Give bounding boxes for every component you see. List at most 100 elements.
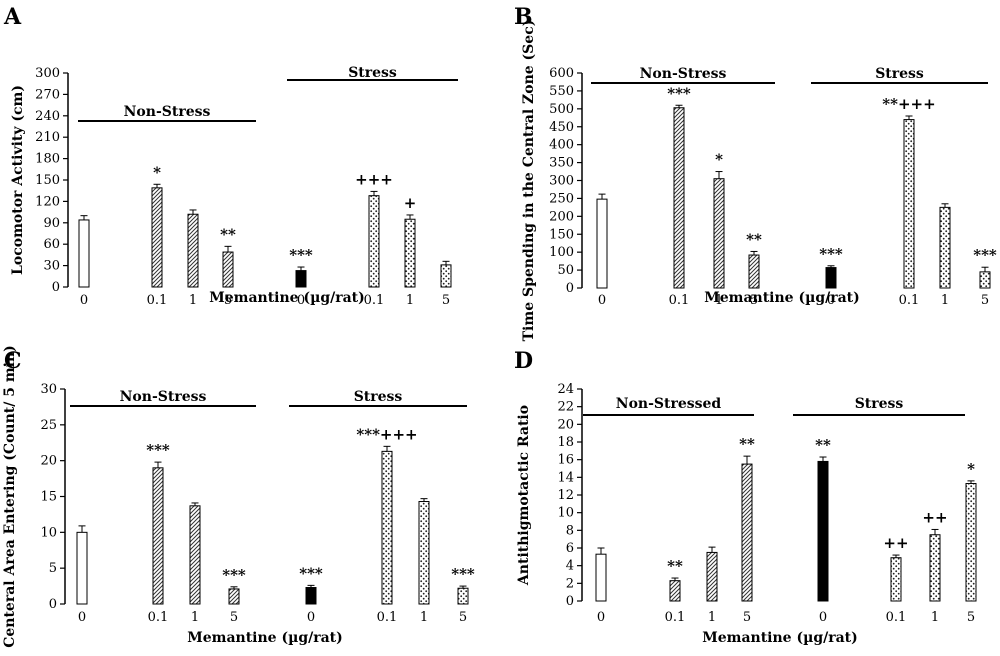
y-tick-label: 10 [40, 525, 57, 540]
x-category-label: 0 [307, 610, 315, 625]
significance-marker: ***+++ [356, 425, 417, 443]
y-tick-label: 20 [40, 454, 57, 469]
x-category-label: 1 [191, 610, 199, 625]
significance-marker: *** [451, 565, 475, 583]
y-tick-label: 550 [549, 84, 574, 99]
group-label: Stress [348, 65, 397, 81]
x-axis-label-C: Memantine (µg/rat) [187, 630, 343, 646]
y-tick-label: 4 [566, 559, 574, 574]
x-category-label: 1 [189, 293, 197, 308]
x-category-label: 1 [420, 610, 428, 625]
bar [457, 587, 469, 605]
x-category-label: 0 [80, 293, 88, 308]
x-category-label: 5 [459, 610, 467, 625]
y-tick-label: 10 [557, 506, 574, 521]
x-category-label: 0 [827, 293, 835, 308]
bar [228, 588, 240, 605]
y-tick-label: 450 [549, 120, 574, 135]
bar [817, 460, 829, 602]
y-tick-label: 100 [549, 245, 574, 260]
y-tick-label: 8 [566, 523, 574, 538]
x-category-label: 5 [224, 293, 232, 308]
x-category-label: 0.1 [886, 610, 907, 625]
x-category-label: 0.1 [147, 293, 168, 308]
significance-marker: ** [220, 225, 236, 243]
y-tick-label: 60 [43, 237, 60, 252]
x-category-label: 0 [597, 610, 605, 625]
y-axis-label-B: Time Spending in the Central Zone (Sec) [521, 20, 537, 342]
group-label: Stress [855, 396, 904, 412]
x-category-label: 1 [406, 293, 414, 308]
y-tick-label: 5 [49, 561, 57, 576]
significance-marker: * [967, 460, 975, 478]
x-category-label: 5 [230, 610, 238, 625]
significance-marker: *** [667, 84, 691, 102]
bar [187, 213, 199, 288]
panel-A: A Locomotor Activity (cm) Memantine (µg/… [3, 4, 458, 308]
y-tick-label: 12 [557, 488, 574, 503]
bar [741, 463, 753, 602]
x-category-label: 0.1 [364, 293, 385, 308]
y-tick-label: 240 [35, 109, 60, 124]
x-category-label: 0 [78, 610, 86, 625]
y-tick-label: 400 [549, 138, 574, 153]
group-label: Stress [875, 66, 924, 82]
x-category-label: 0 [598, 293, 606, 308]
y-tick-label: 30 [43, 259, 60, 274]
y-tick-label: 24 [557, 382, 574, 397]
panel-B: B Time Spending in the Central Zone (Sec… [514, 4, 997, 341]
significance-marker: ** [815, 436, 831, 454]
x-category-label: 5 [981, 293, 989, 308]
y-tick-label: 25 [40, 418, 57, 433]
significance-marker: ++ [922, 508, 947, 526]
x-category-label: 0.1 [377, 610, 398, 625]
bar [669, 580, 681, 602]
x-category-label: 1 [715, 293, 723, 308]
y-tick-label: 250 [549, 191, 574, 206]
y-tick-label: 200 [549, 209, 574, 224]
significance-marker: + [404, 194, 417, 212]
bar [404, 218, 416, 288]
bar [152, 467, 164, 605]
bar [78, 219, 90, 288]
x-axis-label-B: Memantine (µg/rat) [704, 290, 860, 306]
bar [381, 450, 393, 605]
bar [706, 551, 718, 602]
y-tick-label: 150 [35, 173, 60, 188]
panel-letter-A: A [3, 4, 22, 30]
x-axis-label-A: Memantine (µg/rat) [209, 290, 365, 306]
group-label: Non-Stress [124, 104, 211, 120]
y-tick-label: 18 [557, 435, 574, 450]
y-tick-label: 14 [557, 470, 574, 485]
significance-marker: ** [746, 230, 762, 248]
x-category-label: 1 [941, 293, 949, 308]
significance-marker: *** [299, 564, 323, 582]
bar [368, 195, 380, 288]
x-category-label: 1 [708, 610, 716, 625]
bar [965, 483, 977, 602]
y-tick-label: 120 [35, 194, 60, 209]
y-tick-label: 300 [549, 174, 574, 189]
significance-marker: +++ [355, 170, 393, 188]
y-tick-label: 0 [566, 594, 574, 609]
plot-area-A: 0306090120150180210240270300Non-StressSt… [35, 65, 458, 308]
x-category-label: 0 [819, 610, 827, 625]
bar [295, 270, 307, 288]
x-category-label: 0.1 [669, 293, 690, 308]
y-tick-label: 20 [557, 417, 574, 432]
bar [929, 534, 941, 602]
y-tick-label: 0 [566, 281, 574, 296]
bar [305, 587, 317, 605]
significance-marker: * [153, 163, 161, 181]
bar [595, 553, 607, 602]
panel-C: C Centeral Area Entering (Count/ 5 min) … [2, 345, 475, 648]
bar [76, 531, 88, 605]
bar [440, 264, 452, 288]
x-category-label: 0.1 [665, 610, 686, 625]
y-tick-label: 16 [557, 453, 574, 468]
bar [890, 557, 902, 602]
